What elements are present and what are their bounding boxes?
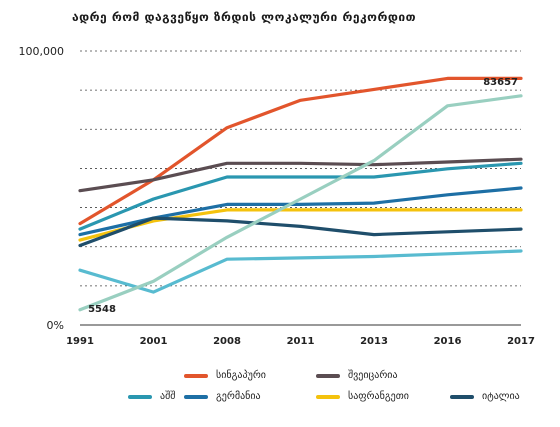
series-line-4 <box>78 208 523 242</box>
series-line-6 <box>78 249 523 294</box>
legend-item: სინგაპური <box>184 370 266 381</box>
grid-lines <box>80 50 521 326</box>
legend-swatch <box>316 394 340 399</box>
series-line-1 <box>78 157 523 193</box>
x-tick-label: 1991 <box>66 336 94 347</box>
chart-title: ადრე რომ დაგვეწყო ზრდის ლოკალური რეკორდი… <box>72 10 417 24</box>
x-tick-label: 2013 <box>360 336 388 347</box>
legend-label: გერმანია <box>216 391 261 402</box>
legend-item: შვეიცარია <box>316 370 398 381</box>
data-label: 83657 <box>483 77 518 88</box>
data-label: 5548 <box>88 304 116 315</box>
legend-label: საფრანგეთი <box>348 391 409 402</box>
data-labels: 5548 83657 <box>88 77 518 315</box>
series-line-2 <box>78 161 523 231</box>
legend-label: აშშ <box>160 391 176 402</box>
legend-label: სინგაპური <box>216 370 266 381</box>
legend-item: საფრანგეთი <box>316 391 409 402</box>
legend-swatch <box>316 373 340 378</box>
series-lines <box>78 76 523 312</box>
legend-label: იტალია <box>482 391 520 402</box>
legend-item: იტალია <box>450 391 520 402</box>
legend-swatch <box>184 373 208 378</box>
x-tick-label: 2008 <box>213 336 241 347</box>
x-tick-label: 2016 <box>434 336 462 347</box>
legend-label: შვეიცარია <box>348 370 398 381</box>
x-tick-label: 2001 <box>140 336 168 347</box>
x-tick-label: 2011 <box>287 336 315 347</box>
axis-labels: 0% 100,000 1991 2001 2008 2011 2013 2016 2017 <box>19 45 535 347</box>
y-tick-label: 0% <box>47 319 64 332</box>
legend-item: აშშ <box>128 391 175 402</box>
legend-swatch <box>450 394 474 399</box>
y-tick-label: 100,000 <box>19 45 65 58</box>
x-tick-label: 2017 <box>507 336 535 347</box>
series-line-5 <box>78 216 523 248</box>
legend-swatch <box>184 394 208 399</box>
legend-item: გერმანია <box>184 391 261 402</box>
series-line-7 <box>78 94 523 312</box>
legend-swatch <box>128 394 152 399</box>
